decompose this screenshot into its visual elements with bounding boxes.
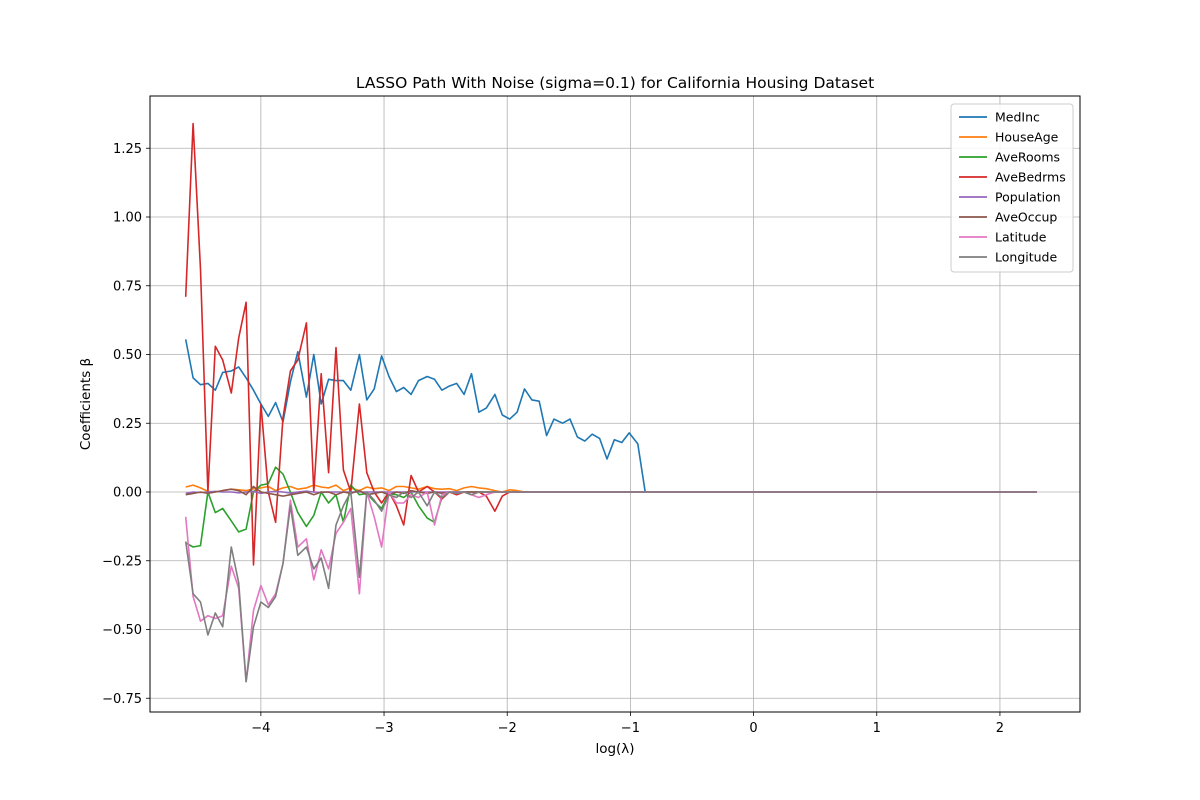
x-tick-label: 1	[873, 721, 881, 736]
x-tick-label: −1	[621, 721, 640, 736]
y-axis-label: Coefficients β	[78, 358, 94, 450]
legend-label: Population	[995, 190, 1061, 205]
x-axis-label: log(λ)	[595, 741, 634, 757]
y-axis-ticks: −0.75 −0.50 −0.25 0.00 0.25 0.50 0.75 1.00 1.25	[102, 142, 150, 707]
y-tick-label: 0.75	[113, 279, 142, 294]
series-layer	[184, 122, 1037, 683]
y-tick-label: 0.25	[113, 417, 142, 432]
legend-label: HouseAge	[995, 130, 1059, 145]
legend-label: MedInc	[995, 110, 1040, 125]
x-tick-label: −3	[374, 721, 393, 736]
x-tick-label: −2	[498, 721, 517, 736]
legend: MedInc HouseAge AveRooms AveBedrms Populatio…	[950, 103, 1074, 273]
chart-title: LASSO Path With Noise (sigma=0.1) for Ca…	[356, 74, 874, 92]
x-tick-label: 0	[749, 721, 757, 736]
legend-box	[950, 103, 1074, 273]
series-line-longitude	[184, 491, 1037, 683]
y-tick-label: 1.25	[113, 142, 142, 157]
legend-label: AveBedrms	[995, 170, 1066, 185]
legend-label: AveOccup	[995, 210, 1057, 225]
y-tick-label: −0.50	[102, 623, 142, 638]
y-tick-label: 0.00	[113, 486, 142, 501]
grid	[150, 96, 1080, 712]
x-tick-label: −4	[251, 721, 270, 736]
series-line-latitude	[184, 491, 1037, 683]
series-line-medinc	[184, 339, 1037, 493]
legend-label: AveRooms	[995, 150, 1060, 165]
y-tick-label: 0.50	[113, 348, 142, 363]
x-tick-label: 2	[996, 721, 1004, 736]
plot-frame	[149, 95, 1081, 713]
legend-label: Latitude	[995, 230, 1047, 245]
y-tick-label: −0.25	[102, 554, 142, 569]
legend-label: Longitude	[995, 250, 1057, 265]
x-axis-ticks: −4 −3 −2 −1 0 1 2	[251, 712, 1004, 736]
series-line-avebedrms	[184, 122, 1037, 566]
series-line-population	[185, 490, 1037, 495]
y-tick-label: 1.00	[113, 211, 142, 226]
y-tick-label: −0.75	[102, 692, 142, 707]
